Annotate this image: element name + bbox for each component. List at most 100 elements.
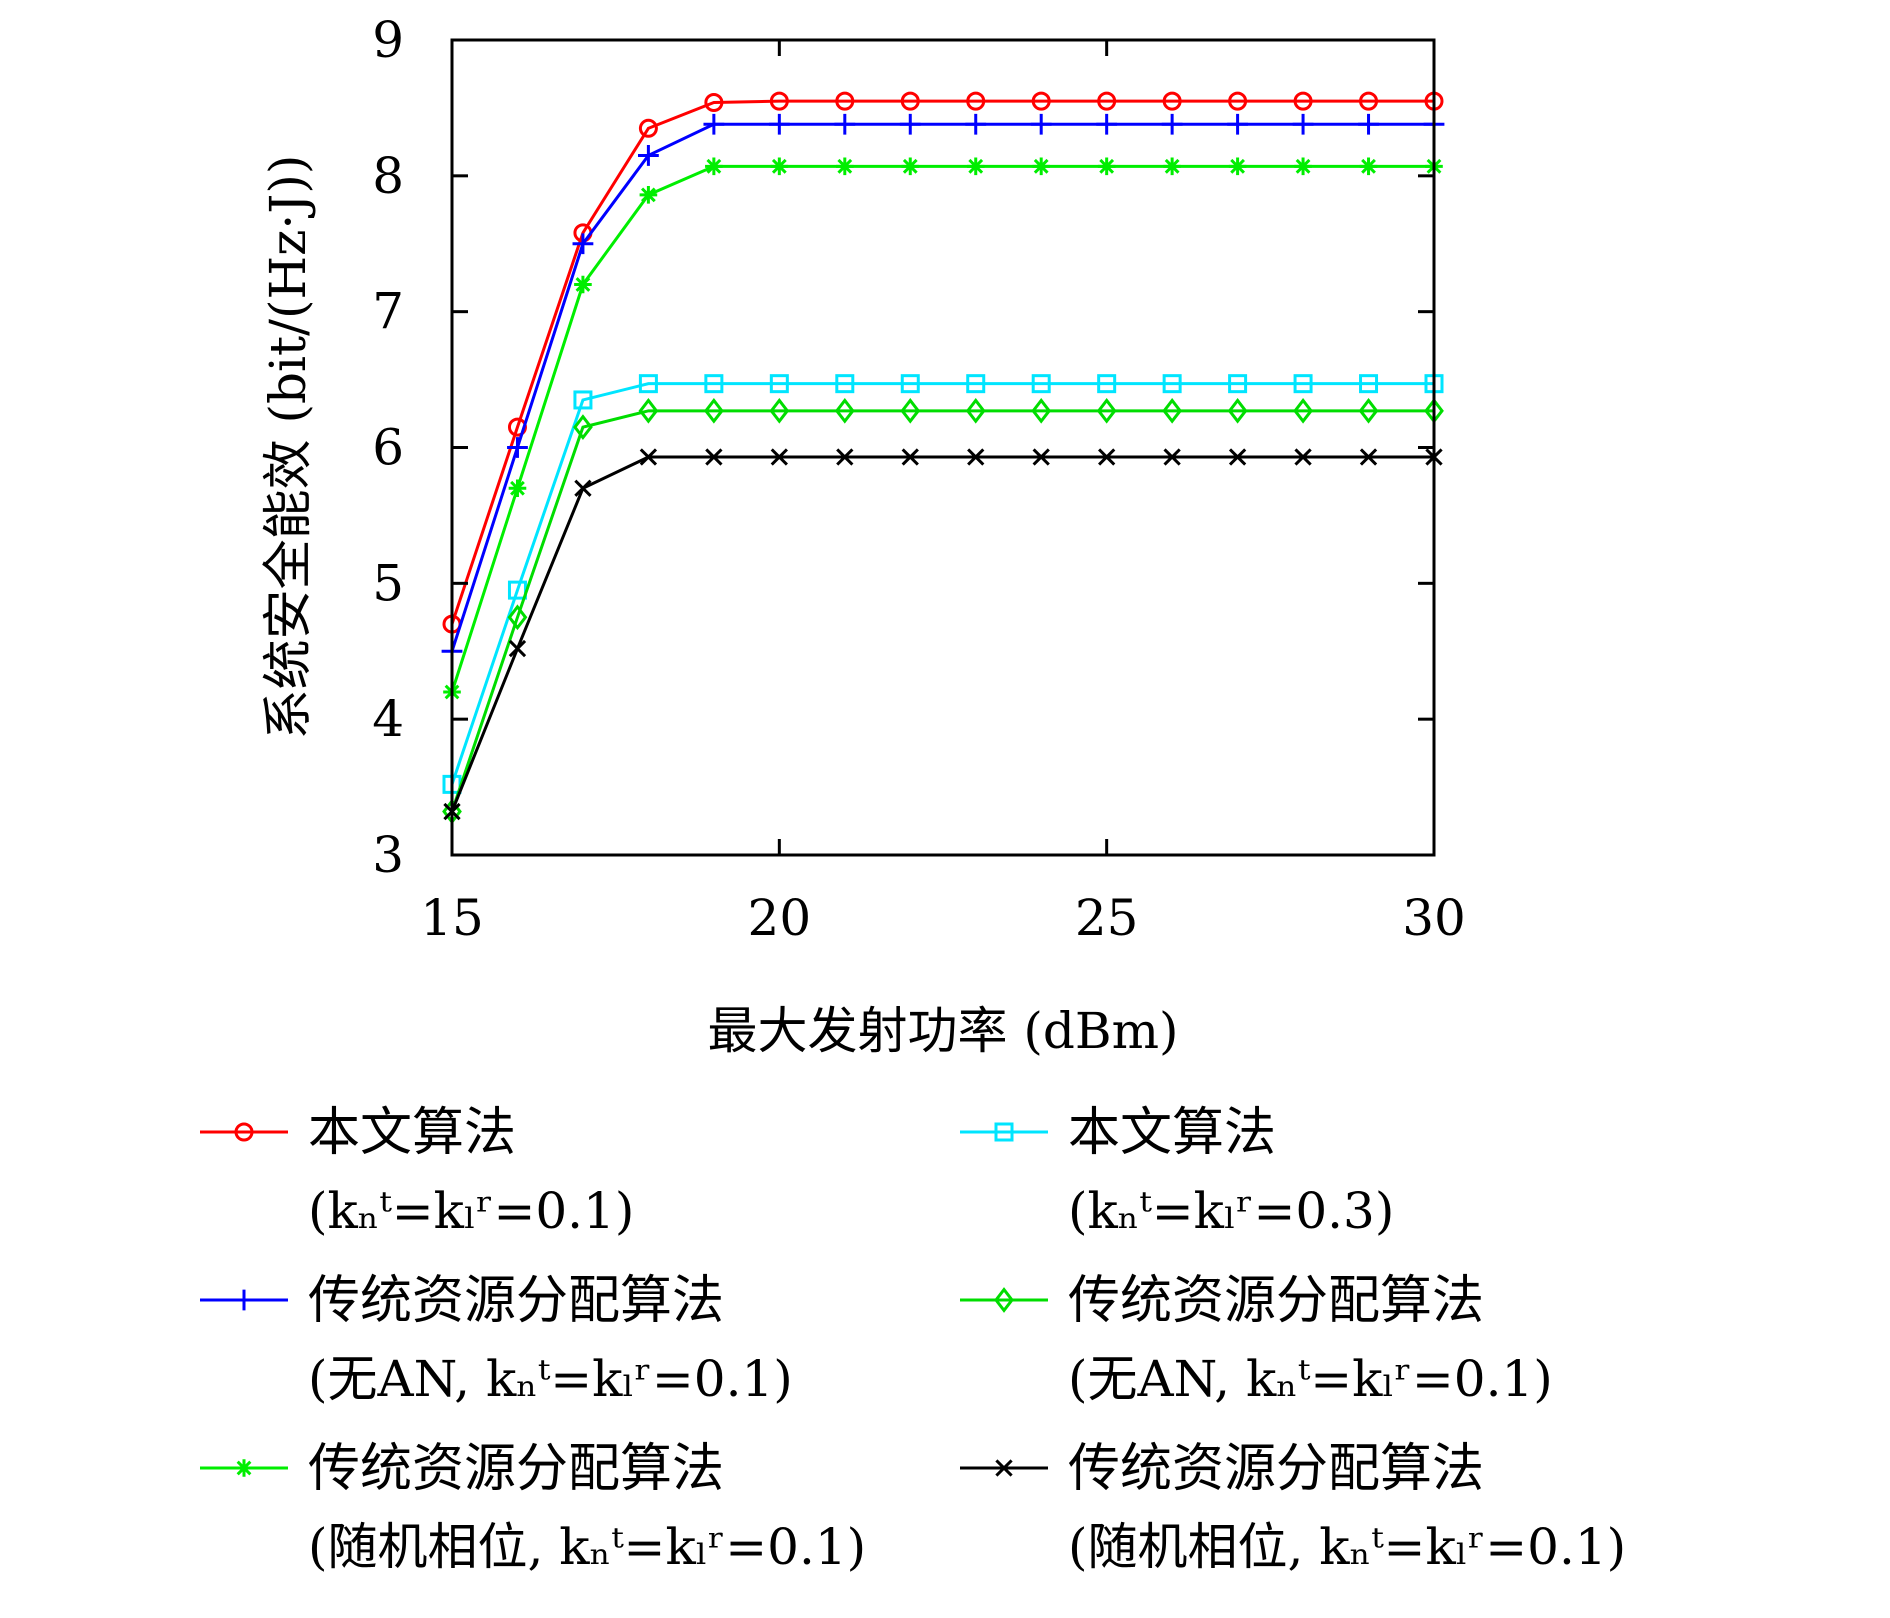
data-point-x <box>1098 448 1116 466</box>
data-point-square <box>573 390 593 410</box>
legend-item: 传统资源分配算法 (随机相位, kₙᵗ=kₗʳ=0.1) <box>200 1439 866 1576</box>
y-tick-label: 6 <box>372 419 404 477</box>
data-point-diamond <box>1031 397 1052 424</box>
series-2 <box>442 374 1444 794</box>
data-point-diamond <box>965 397 986 424</box>
legend-sublabel: (kₙᵗ=kₗʳ=0.3) <box>1068 1182 1394 1240</box>
data-point-circle <box>638 118 658 138</box>
data-point-diamond <box>1162 397 1183 424</box>
legend-sublabel: (kₙᵗ=kₗʳ=0.1) <box>308 1182 634 1240</box>
data-point-plus <box>507 437 528 458</box>
legend-item: 传统资源分配算法 (无AN, kₙᵗ=kₗʳ=0.1) <box>200 1271 793 1408</box>
legend: 本文算法 (kₙᵗ=kₗʳ=0.1) 本文算法 (kₙᵗ=kₗʳ=0.3) 传统资源分配… <box>200 1103 1626 1576</box>
x-tick-label: 15 <box>420 889 484 947</box>
legend-sublabel: (无AN, kₙᵗ=kₗʳ=0.1) <box>308 1350 793 1408</box>
data-point-circle <box>704 92 724 112</box>
data-point-x <box>574 479 592 497</box>
data-point-plus <box>1358 113 1379 135</box>
data-point-asterisk <box>1163 157 1181 176</box>
data-point-x <box>1228 448 1247 466</box>
data-point-circle <box>1031 91 1051 111</box>
y-tick-label: 8 <box>372 147 404 205</box>
data-point-plus <box>1096 113 1118 135</box>
data-point-asterisk <box>1294 157 1312 176</box>
data-point-plus <box>834 113 856 135</box>
data-point-asterisk <box>1032 157 1050 176</box>
data-point-square <box>769 374 789 394</box>
data-point-asterisk <box>770 157 789 176</box>
ticks-layer: 15 20 25 30 3 4 5 6 7 8 9 <box>372 11 1466 947</box>
data-point-circle <box>900 91 920 111</box>
series-line <box>450 99 1434 625</box>
data-point-x <box>639 448 658 466</box>
data-point-diamond <box>703 397 724 424</box>
data-point-x <box>967 448 985 466</box>
data-point-diamond <box>1096 397 1117 424</box>
data-point-x <box>1294 448 1312 466</box>
data-point-plus <box>1292 113 1314 135</box>
data-point-x <box>995 1459 1013 1477</box>
data-point-plus <box>899 113 921 135</box>
data-point-diamond <box>834 397 855 424</box>
x-tick-label: 30 <box>1402 889 1466 947</box>
data-point-asterisk <box>1228 157 1247 176</box>
data-point-square <box>900 374 920 394</box>
legend-label: 传统资源分配算法 <box>1068 1271 1484 1331</box>
data-point-diamond <box>507 604 528 631</box>
y-tick-label: 4 <box>372 690 404 748</box>
data-point-circle <box>1293 91 1313 111</box>
data-point-square <box>1228 374 1248 394</box>
data-point-diamond <box>573 414 593 440</box>
data-point-x <box>508 639 527 658</box>
data-point-asterisk <box>836 157 854 176</box>
y-axis-label: 系统安全能效 (bit/(Hz·J)) <box>259 155 317 740</box>
y-tick-label: 5 <box>372 554 404 612</box>
data-point-asterisk <box>966 157 985 176</box>
data-point-plus <box>1227 113 1248 135</box>
data-point-x <box>1163 448 1181 466</box>
data-point-circle <box>234 1122 254 1142</box>
data-point-circle <box>1359 91 1379 111</box>
legend-sublabel: (无AN, kₙᵗ=kₗʳ=0.1) <box>1068 1350 1553 1408</box>
y-tick-label: 7 <box>372 283 404 341</box>
series-1 <box>442 91 1444 634</box>
data-point-asterisk <box>901 157 920 176</box>
series-line <box>450 455 1434 813</box>
data-point-circle <box>1097 91 1117 111</box>
x-axis-label: 最大发射功率 (dBm) <box>707 1002 1178 1060</box>
data-point-x <box>901 448 919 466</box>
legend-label: 传统资源分配算法 <box>308 1271 724 1331</box>
data-point-asterisk <box>639 186 658 204</box>
data-point-asterisk <box>574 275 592 294</box>
series-line <box>450 382 1434 785</box>
data-point-square <box>966 374 986 394</box>
series-line <box>450 122 1434 652</box>
data-point-square <box>704 374 724 394</box>
data-point-plus <box>233 1289 255 1311</box>
data-point-square <box>1031 374 1051 394</box>
data-point-square <box>1097 374 1117 394</box>
legend-label: 本文算法 <box>1068 1103 1276 1163</box>
data-point-x <box>1032 448 1050 466</box>
data-point-asterisk <box>235 1459 253 1477</box>
data-point-plus <box>1161 113 1183 135</box>
data-point-diamond <box>769 397 790 424</box>
data-point-x <box>1359 448 1378 466</box>
data-point-square <box>1293 374 1313 394</box>
data-point-plus <box>703 113 725 135</box>
legend-label: 传统资源分配算法 <box>1068 1439 1484 1499</box>
data-point-diamond <box>1293 397 1313 424</box>
legend-item: 本文算法 (kₙᵗ=kₗʳ=0.3) <box>960 1103 1394 1240</box>
data-point-circle <box>769 91 789 111</box>
data-point-plus <box>572 233 594 255</box>
data-point-diamond <box>1227 397 1248 424</box>
data-point-circle <box>1162 91 1182 111</box>
data-point-square <box>994 1122 1014 1142</box>
data-point-circle <box>966 91 986 111</box>
series-layer <box>441 91 1445 825</box>
data-point-diamond <box>638 397 659 424</box>
series-6 <box>443 448 1443 821</box>
data-point-square <box>835 374 855 394</box>
data-point-square <box>1359 374 1379 394</box>
